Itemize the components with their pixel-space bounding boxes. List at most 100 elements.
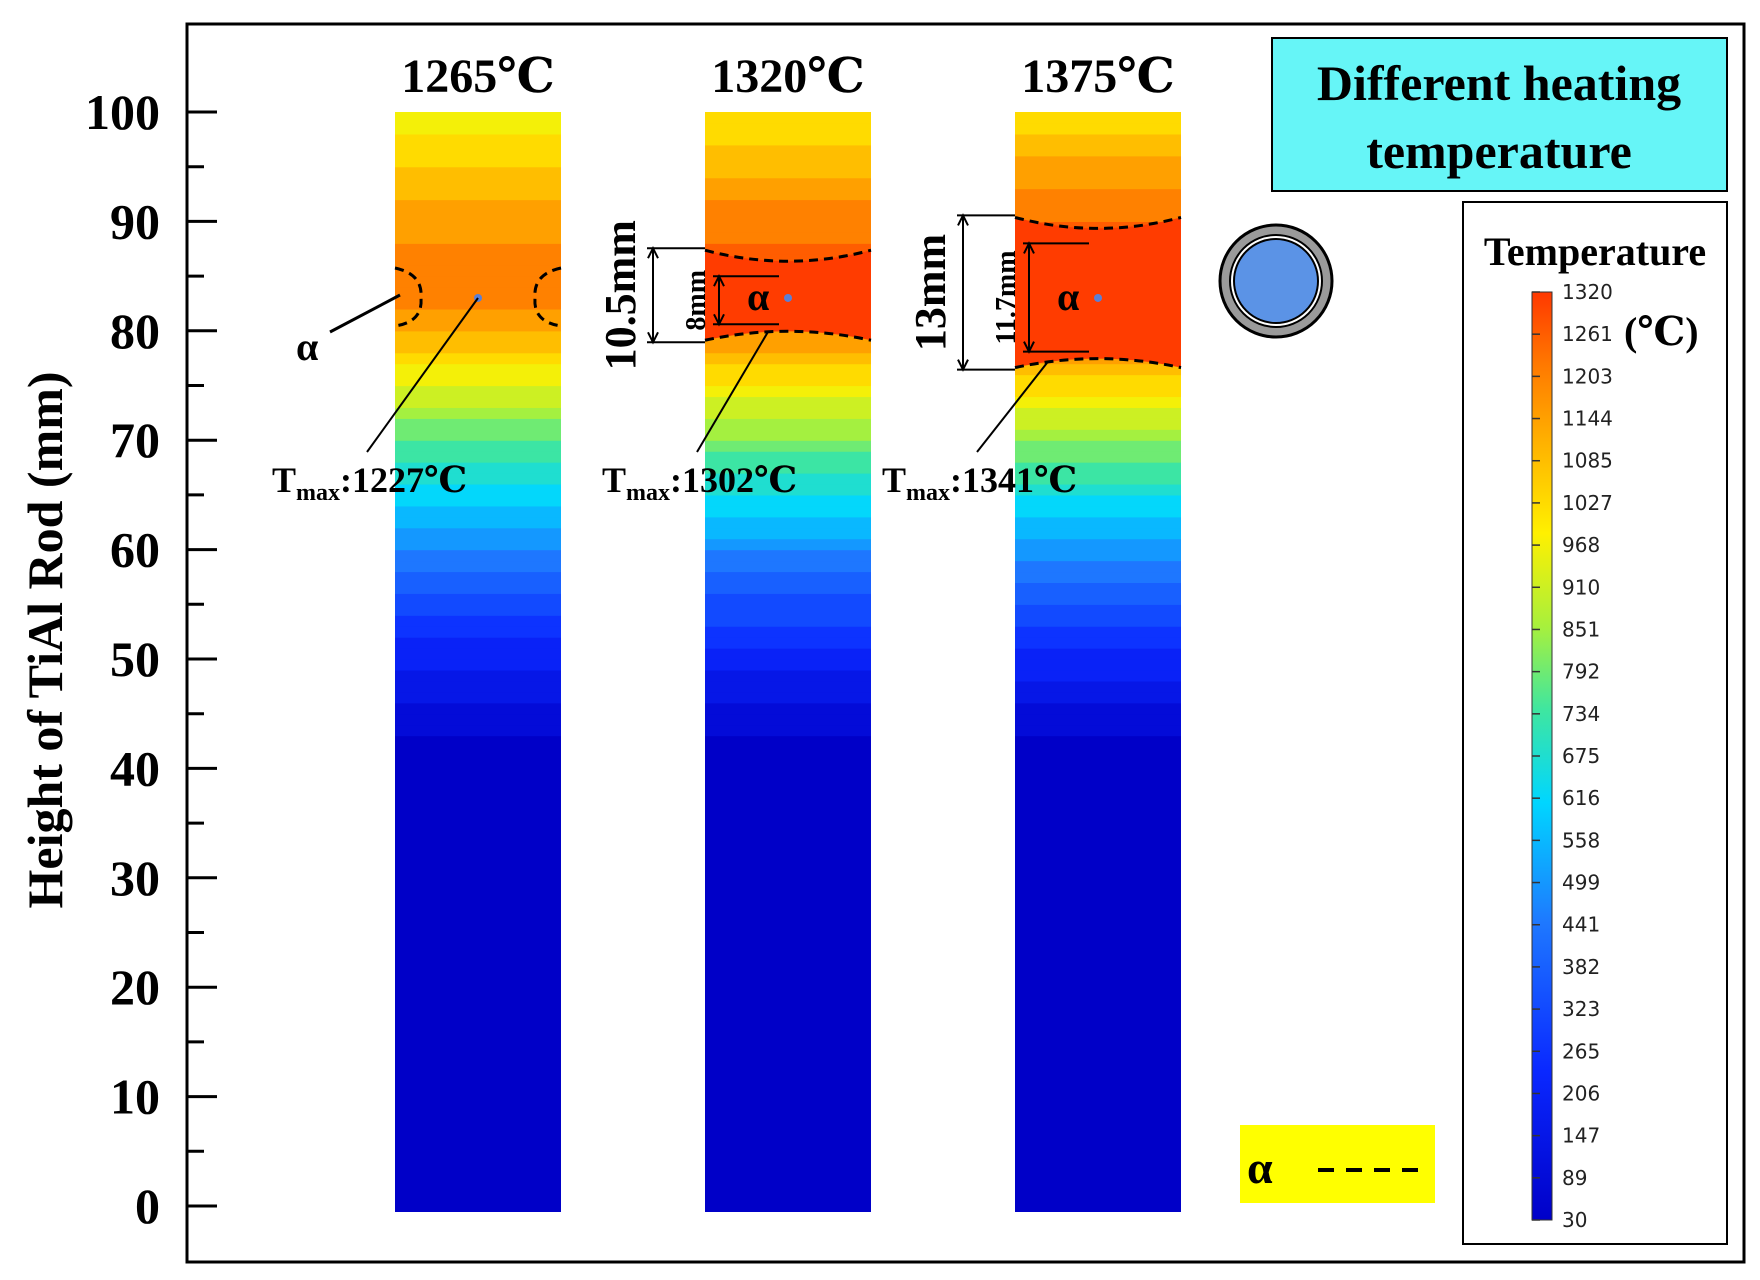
rod-band — [1015, 1030, 1181, 1043]
rod-band — [705, 1063, 871, 1076]
rod-heating-temp-label: 1320℃ — [711, 50, 865, 103]
rod-band — [395, 483, 561, 496]
y-tick-label: 30 — [110, 850, 160, 906]
colorbar-title: Temperature — [1484, 229, 1706, 274]
rod-band — [395, 549, 561, 562]
tmax-leader-line — [366, 297, 479, 453]
rod-band — [1015, 779, 1181, 791]
rod-band — [1015, 888, 1181, 901]
rod-band — [705, 1184, 871, 1196]
rod-band — [395, 473, 561, 485]
rod-band — [705, 429, 871, 441]
rod-band — [705, 1030, 871, 1043]
rod-band — [705, 680, 871, 693]
colorbar-tick-label: 792 — [1562, 660, 1600, 684]
rod-band — [1015, 1140, 1181, 1152]
rod-band — [395, 560, 561, 573]
rod-band — [395, 1085, 561, 1098]
rod-band — [705, 954, 871, 966]
rod-band — [395, 1020, 561, 1032]
inner-dim-label: 8mm — [681, 270, 712, 331]
alpha-phase-label: α — [296, 324, 318, 369]
rod-band — [1015, 724, 1181, 737]
y-tick-label: 70 — [110, 412, 160, 468]
rod-band — [395, 210, 561, 222]
colorbar-tick-label: 1085 — [1562, 449, 1613, 473]
colorbar-tick-label: 30 — [1562, 1208, 1587, 1232]
rod-band — [1015, 965, 1181, 977]
rod-band — [705, 549, 871, 562]
rod-band — [395, 604, 561, 616]
rod-band — [395, 451, 561, 463]
alpha-boundary-bottom — [704, 329, 872, 342]
rod-band — [395, 374, 561, 387]
rod-band — [395, 735, 561, 748]
rod-band — [705, 122, 871, 135]
rod-band — [395, 133, 561, 146]
rod-band — [705, 363, 871, 376]
rod-band — [705, 998, 871, 1010]
rod-band — [395, 440, 561, 452]
rod-band — [395, 1195, 561, 1207]
rod-band — [705, 659, 871, 671]
y-axis-label: Height of TiAl Rod (mm) — [17, 371, 73, 908]
rod-band — [395, 801, 561, 813]
colorbar-tick-label: 206 — [1562, 1081, 1600, 1105]
inner-dim-arrows — [713, 273, 725, 327]
rod-band — [1015, 910, 1181, 923]
rod-band — [705, 188, 871, 201]
rod-band — [395, 319, 561, 332]
rod-band — [1015, 166, 1181, 179]
rod-band — [395, 790, 561, 802]
inner-dim-arrows — [1023, 241, 1035, 354]
rod-band — [705, 779, 871, 791]
rod-band — [395, 1173, 561, 1185]
rod-band — [395, 177, 561, 190]
rod-band — [705, 560, 871, 573]
rod-band — [705, 473, 871, 485]
rod-band — [1015, 483, 1181, 496]
rod-band — [1015, 451, 1181, 463]
rod-band — [395, 297, 561, 310]
rod-band — [1015, 877, 1181, 890]
rod-band — [395, 166, 561, 179]
rod-band — [705, 801, 871, 813]
rod-band — [1015, 473, 1181, 485]
alpha-region — [1015, 217, 1181, 368]
rod-band — [395, 779, 561, 791]
rod-band — [395, 243, 561, 255]
rod-band — [705, 691, 871, 704]
rod-band — [705, 505, 871, 518]
rod-band — [1015, 713, 1181, 726]
rod-band — [1015, 1085, 1181, 1098]
rod-band — [395, 669, 561, 682]
rod-band — [395, 998, 561, 1010]
rod-band — [395, 221, 561, 233]
rod-band — [705, 462, 871, 474]
rod-band — [705, 844, 871, 857]
rod-band — [705, 965, 871, 977]
rod-band — [1015, 505, 1181, 518]
rod-band — [705, 440, 871, 452]
alpha-phase-label: α — [1057, 274, 1079, 319]
rod-band — [395, 954, 561, 966]
rod-band — [705, 932, 871, 945]
rod-band — [705, 910, 871, 923]
rod-band — [395, 691, 561, 704]
rod-annotations: 1265℃ Tmax:1227℃ α 1320℃ Tmax:1302℃ α α 10.5mm 8… — [272, 50, 1182, 506]
rod-band — [395, 987, 561, 999]
colorbar-tick-label: 1261 — [1562, 322, 1613, 346]
rod-band — [705, 1118, 871, 1131]
rod-band — [395, 844, 561, 857]
y-axis-ticks: 0 10 20 30 40 50 60 70 80 90 100 — [85, 84, 217, 1234]
rod-band — [1015, 112, 1181, 124]
rod-band — [705, 1162, 871, 1174]
rod-band — [1015, 801, 1181, 813]
rod-band — [1015, 199, 1181, 212]
rod-band — [1015, 407, 1181, 419]
rod-band — [705, 1151, 871, 1163]
rod-band — [395, 516, 561, 529]
rod-band — [705, 757, 871, 769]
alpha-boundary-top — [704, 248, 872, 263]
rod-band — [395, 188, 561, 201]
